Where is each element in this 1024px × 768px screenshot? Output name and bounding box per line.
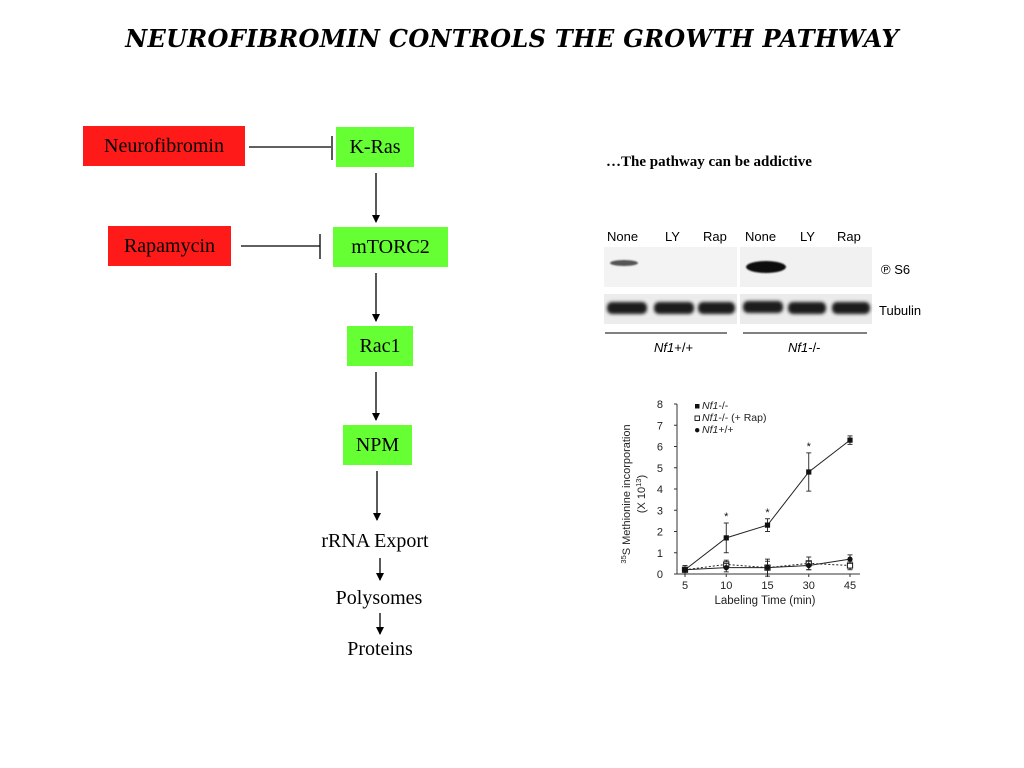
data-point	[723, 565, 729, 571]
x-tick-label: 5	[682, 580, 688, 592]
rac1-box: Rac1	[347, 326, 413, 366]
y-axis-label-line2: (X 10	[636, 487, 648, 513]
y-axis-label-line1: S Methionine incorporation	[621, 424, 633, 555]
series-2	[682, 554, 853, 577]
lane-label: LY	[800, 229, 815, 244]
tubulin-band	[654, 302, 694, 314]
y-axis-label-close: )	[636, 475, 648, 479]
tubulin-band	[788, 302, 826, 314]
data-point	[806, 562, 812, 569]
data-point	[847, 556, 853, 562]
significance-marker: *	[765, 507, 770, 519]
y-tick-label: 6	[657, 442, 663, 454]
y-tick-label: 4	[657, 484, 663, 496]
kras-box: K-Ras	[336, 127, 414, 167]
group-label-ko: Nf1-/-	[788, 340, 821, 355]
data-point	[847, 437, 853, 443]
x-tick-label: 30	[803, 580, 815, 592]
data-point	[806, 469, 812, 475]
legend-entry: Nf1-/- (+ Rap)	[702, 412, 766, 424]
data-point	[764, 565, 771, 571]
phospho-symbol: ℗	[881, 262, 891, 277]
lane-label: Rap	[703, 229, 727, 244]
lane-label: None	[607, 229, 639, 244]
group-label-wt: Nf1+/+	[654, 340, 693, 355]
group-gene: Nf1	[788, 340, 809, 355]
chart-legend: Nf1-/-Nf1-/- (+ Rap)Nf1+/+	[694, 400, 766, 436]
y-tick-label: 7	[657, 420, 663, 432]
y-tick-label: 8	[657, 399, 663, 411]
tubulin-band	[832, 302, 870, 314]
ps6-band	[610, 260, 638, 266]
mtorc2-box: mTORC2	[333, 227, 448, 267]
significance-marker: *	[724, 511, 729, 523]
legend-suffix: +/+	[718, 424, 733, 436]
legend-suffix: -/-	[718, 400, 728, 412]
group-genotype: +/+	[674, 340, 694, 355]
blot-image	[604, 247, 872, 324]
y-tick-label: 5	[657, 463, 663, 475]
legend-marker	[695, 404, 700, 409]
legend-marker	[694, 415, 700, 421]
addictive-subtitle: …The pathway can be addictive	[606, 154, 812, 170]
tubulin-band	[743, 301, 783, 313]
ps6-label: S6	[894, 262, 911, 277]
significance-marker: *	[807, 441, 812, 453]
data-point	[764, 522, 771, 528]
legend-suffix: -/- (+ Rap)	[718, 412, 766, 424]
y-tick-label: 0	[657, 569, 663, 581]
data-point	[723, 535, 729, 541]
legend-gene: Nf1	[702, 400, 718, 412]
y-tick-label: 1	[657, 548, 663, 560]
lane-label: None	[745, 229, 777, 244]
ps6-band	[746, 261, 786, 273]
group-genotype: -/-	[808, 340, 821, 355]
slide-title: NEUROFIBROMIN CONTROLS THE GROWTH PATHWA…	[125, 24, 899, 53]
x-tick-label: 15	[761, 580, 773, 592]
series-0: * * *	[682, 435, 853, 575]
neurofibromin-box: Neurofibromin	[83, 126, 245, 166]
y-tick-label: 3	[657, 505, 663, 517]
polysomes-label: Polysomes	[335, 587, 423, 609]
y-axis-label-exp: 13	[634, 479, 643, 487]
chart-series: * * *	[681, 435, 854, 577]
legend-gene: Nf1	[702, 412, 718, 424]
tubulin-band	[607, 302, 647, 314]
legend-marker	[695, 428, 700, 433]
lane-label: LY	[665, 229, 680, 244]
series-line	[684, 439, 851, 571]
legend-entry: Nf1-/-	[702, 400, 729, 412]
proteins-label: Proteins	[347, 638, 413, 660]
rrna-export-label: rRNA Export	[321, 530, 429, 552]
tubulin-band	[698, 302, 735, 314]
y-axis-label: 35S Methionine incorporation	[619, 424, 633, 563]
x-tick-label: 10	[720, 580, 732, 592]
group-underlines	[605, 332, 867, 334]
x-axis-label: Labeling Time (min)	[715, 595, 816, 607]
lane-label: Rap	[837, 229, 861, 244]
ps6-row-label: ℗ S6	[881, 262, 910, 277]
npm-box: NPM	[343, 425, 412, 465]
y-axis-label-unit: (X 1013)	[634, 475, 648, 513]
y-axis-label-prefix: 35	[619, 555, 628, 563]
legend-gene: Nf1	[702, 424, 718, 436]
tubulin-row-label: Tubulin	[879, 303, 922, 318]
group-gene: Nf1	[654, 340, 675, 355]
x-tick-label: 45	[844, 580, 856, 592]
y-tick-label: 2	[657, 527, 663, 539]
rapamycin-box: Rapamycin	[108, 226, 231, 266]
data-point	[682, 567, 688, 573]
legend-entry: Nf1+/+	[702, 424, 734, 436]
